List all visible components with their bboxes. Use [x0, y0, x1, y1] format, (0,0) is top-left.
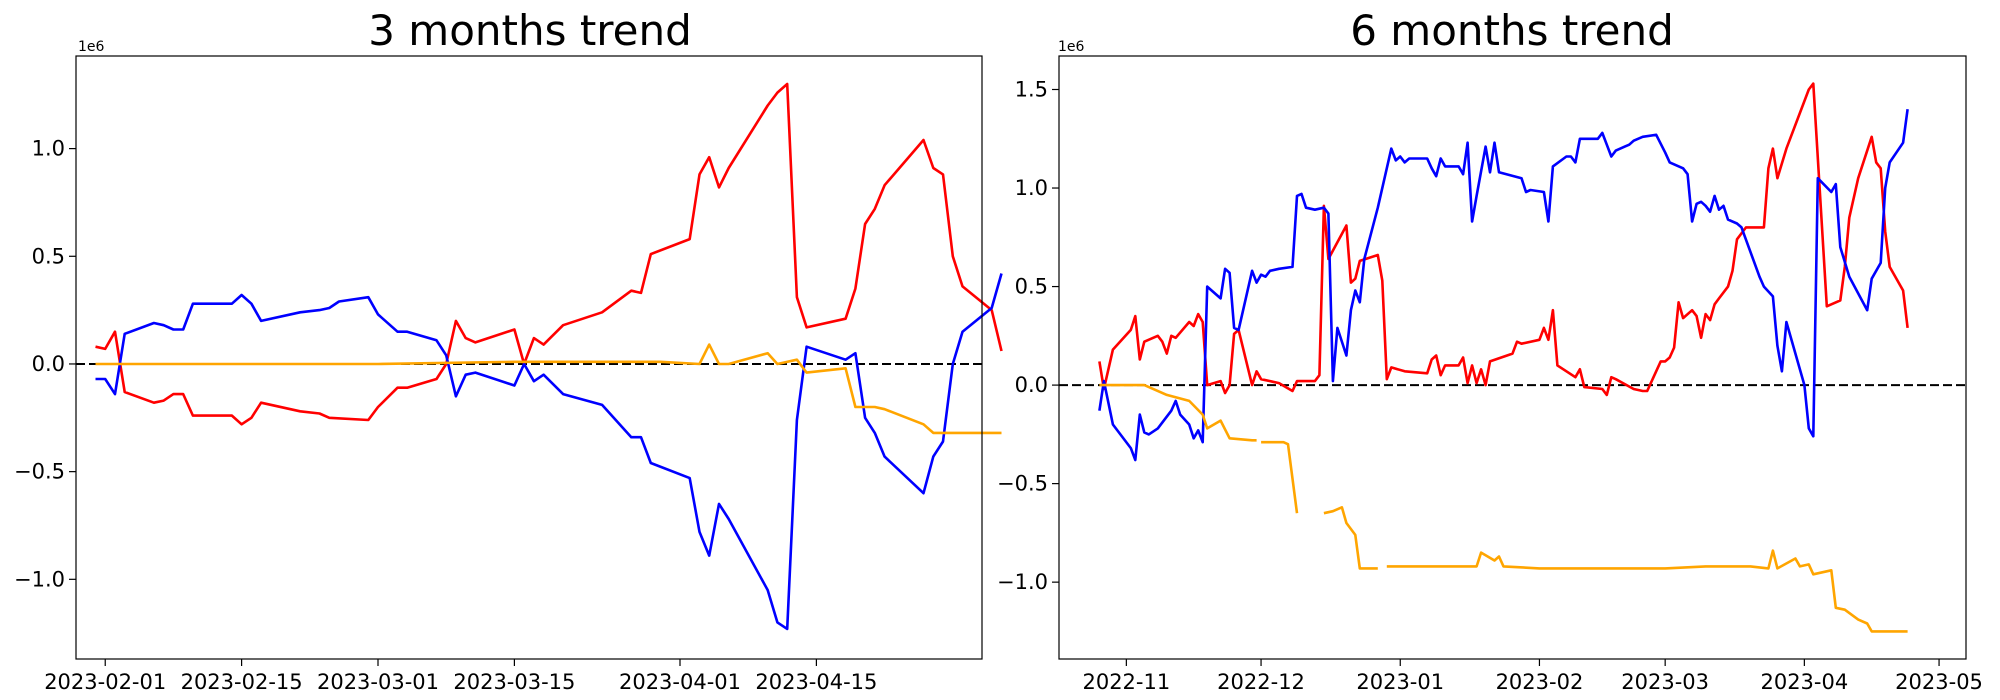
y-tick-label: 1.0 [32, 137, 65, 161]
tick-layer: −1.0 −0.5 0.0 0.5 1.0 1.5 2022-11 2022-12 2023-0… [997, 78, 1983, 695]
series-line-2 [1099, 383, 1908, 633]
x-tick-label: 2023-03-15 [453, 670, 575, 694]
chart-title: 3 months trend [368, 6, 692, 55]
series-layer [95, 82, 1003, 631]
x-tick-label: 2022-12 [1217, 670, 1305, 694]
y-tick-label: −0.5 [997, 472, 1048, 496]
y-offset-label: 1e6 [1058, 39, 1085, 55]
x-tick-label: 2023-04-15 [755, 670, 877, 694]
x-tick-label: 2023-02-15 [181, 670, 303, 694]
y-tick-label: 1.0 [1015, 176, 1048, 200]
x-tick-label: 2023-04 [1760, 670, 1848, 694]
y-tick-label: −1.0 [997, 570, 1048, 594]
chart-6-months: 6 months trend 1e6 −1.0 −0.5 0.0 0.5 1.0 1.5 2… [997, 6, 1983, 694]
x-tick-label: 2023-03 [1621, 670, 1709, 694]
series-line-0 [1098, 82, 1909, 397]
x-tick-label: 2023-03-01 [317, 670, 439, 694]
x-tick-label: 2023-02 [1496, 670, 1584, 694]
series-line-2 [95, 343, 1002, 435]
y-tick-label: −0.5 [14, 460, 65, 484]
x-tick-label: 2022-11 [1082, 670, 1170, 694]
x-tick-label: 2023-01 [1356, 670, 1444, 694]
series-layer [1098, 82, 1909, 633]
x-tick-label: 2023-04-01 [619, 670, 741, 694]
x-tick-label: 2023-05 [1895, 670, 1983, 694]
y-tick-label: 0.0 [1015, 373, 1048, 397]
plot-area [75, 55, 983, 660]
y-tick-label: 0.0 [32, 352, 65, 376]
chart-title: 6 months trend [1350, 6, 1674, 55]
chart-3-months: 3 months trend 1e6 −1.0 −0.5 0.0 0.5 1.0 2023… [14, 6, 1003, 694]
y-tick-label: 1.5 [1015, 78, 1048, 102]
x-tick-label: 2023-02-01 [44, 670, 166, 694]
series-line-1 [1098, 109, 1909, 462]
y-offset-label: 1e6 [78, 39, 105, 55]
series-line-0 [95, 82, 1003, 426]
series-line-1 [95, 273, 1003, 631]
y-tick-label: 0.5 [1015, 275, 1048, 299]
y-tick-label: 0.5 [32, 244, 65, 268]
plot-area [1058, 55, 1967, 660]
y-tick-label: −1.0 [14, 567, 65, 591]
tick-layer: −1.0 −0.5 0.0 0.5 1.0 2023-02-01 2023-02-15 202… [14, 137, 877, 694]
